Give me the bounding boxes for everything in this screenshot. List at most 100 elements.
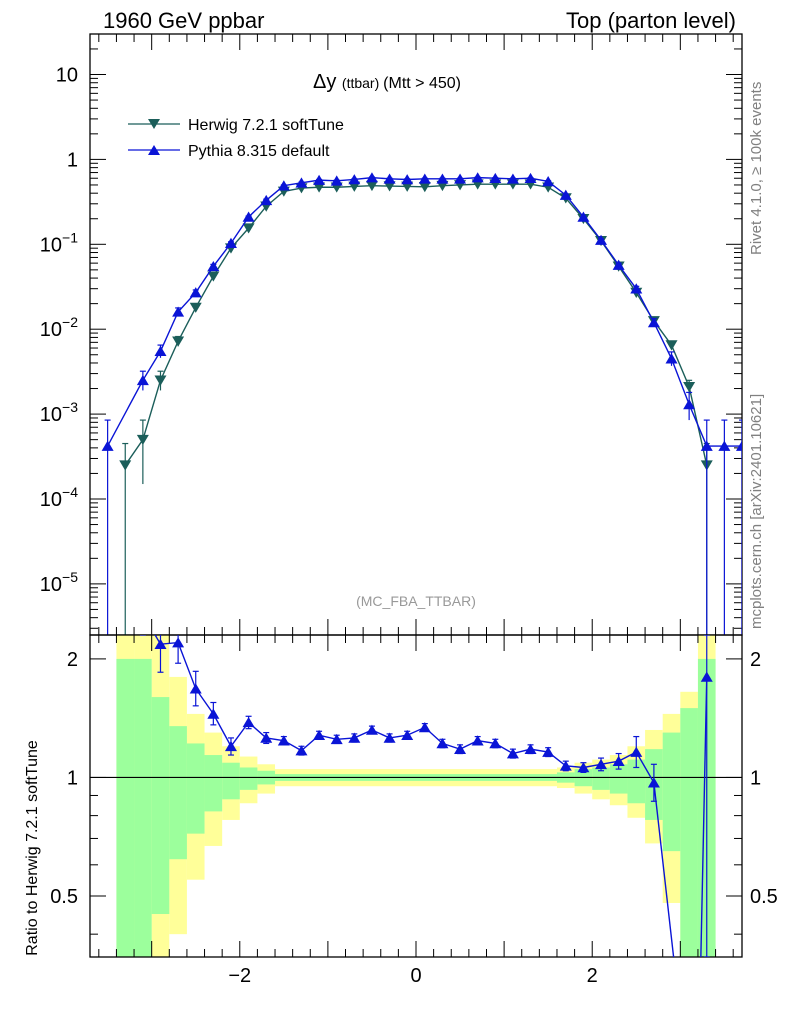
y-tick-label: 10−3 (40, 399, 78, 426)
ratio-marker (489, 738, 502, 749)
y-tick-label: 2 (67, 649, 78, 671)
legend-pythia-label: Pythia 8.315 default (188, 143, 330, 160)
pythia-marker (401, 174, 414, 185)
pythia-marker (365, 172, 378, 183)
green-band-bin (222, 762, 240, 800)
ratio-marker (471, 735, 484, 746)
pythia-marker (189, 287, 202, 298)
pythia-marker (101, 440, 114, 451)
herwig-marker (207, 271, 220, 282)
pythia-marker (436, 173, 449, 184)
herwig-marker (189, 302, 202, 313)
pythia-marker (665, 353, 678, 364)
pythia-marker (224, 237, 237, 249)
green-band-bin (680, 708, 698, 957)
y-tick-label: 10−1 (40, 229, 78, 256)
pythia-marker (242, 211, 255, 222)
pythia-marker (172, 306, 185, 317)
pythia-marker (718, 440, 731, 451)
y-tick-label: 10−4 (40, 484, 78, 511)
y-tick-label: 1 (750, 767, 761, 789)
pythia-marker (542, 176, 555, 187)
ratio-marker (612, 755, 625, 766)
ratio-marker (418, 721, 431, 733)
pythia-marker (454, 173, 467, 184)
ratio-marker (401, 729, 414, 741)
green-band-bin (239, 767, 258, 790)
herwig-series (119, 179, 713, 635)
ratio-marker (277, 735, 290, 746)
pythia-series (101, 172, 742, 635)
ratio-marker (454, 743, 467, 754)
ratio-marker (595, 758, 608, 770)
pythia-marker (154, 345, 167, 357)
legend-herwig-label: Herwig 7.2.1 softTune (188, 117, 344, 134)
y-tick-label: 10−2 (40, 314, 78, 341)
pythia-marker (736, 440, 742, 451)
ratio-marker (506, 748, 519, 759)
green-band-bin (151, 697, 170, 915)
legend-pythia-marker (148, 145, 160, 155)
herwig-marker (365, 180, 378, 192)
legend: Herwig 7.2.1 softTune Pythia 8.315 defau… (128, 117, 344, 160)
green-band-bin (169, 726, 187, 860)
ratio-marker (154, 638, 167, 649)
pythia-marker (559, 189, 572, 200)
pythia-marker (683, 399, 696, 410)
green-band-bin (592, 767, 610, 790)
ratio-marker (260, 732, 273, 743)
pythia-marker (207, 260, 220, 272)
ratio-marker (383, 732, 396, 743)
herwig-marker (119, 460, 132, 471)
y-tick-label: 2 (750, 649, 761, 671)
pythia-marker (348, 174, 361, 185)
pythia-line (107, 176, 742, 447)
pythia-marker (595, 234, 608, 245)
ratio-series (139, 635, 713, 957)
herwig-marker (665, 340, 678, 351)
ratio-y-axis-label: Ratio to Herwig 7.2.1 softTune (24, 740, 41, 956)
herwig-marker (154, 375, 167, 386)
ratio-line-drop (653, 782, 675, 957)
x-tick-label: −2 (228, 965, 251, 987)
green-band-bin (134, 658, 152, 957)
pythia-marker (630, 283, 643, 294)
pythia-marker (471, 172, 484, 183)
green-band-bin (627, 759, 646, 804)
pythia-marker (383, 173, 396, 184)
y-tick-label: 0.5 (750, 886, 778, 908)
ratio-marker (207, 708, 220, 719)
herwig-marker (383, 181, 396, 192)
y-tick-label: 0.5 (50, 886, 78, 908)
pythia-marker (330, 175, 343, 186)
pythia-marker (647, 317, 660, 328)
pythia-marker (136, 374, 149, 386)
herwig-marker (418, 182, 431, 193)
herwig-line (124, 183, 708, 466)
rivet-version-label: Rivet 4.1.0, ≥ 100k events (748, 82, 765, 255)
ratio-marker (647, 777, 660, 788)
main-panel: Δy (ttbar) (Mtt > 450) (MC_FBA_TTBAR) 10… (40, 33, 743, 636)
ratio-marker (436, 738, 449, 749)
ratio-marker (172, 637, 185, 648)
green-band-bin (116, 658, 135, 957)
ratio-marker (365, 724, 378, 735)
herwig-marker (136, 434, 149, 446)
y-tick-label: 10 (56, 65, 78, 87)
ratio-marker (542, 746, 555, 757)
ratio-marker (242, 716, 255, 728)
analysis-label: (MC_FBA_TTBAR) (356, 593, 476, 609)
green-band-bin (204, 755, 223, 812)
y-tick-label: 1 (67, 767, 78, 789)
ratio-marker (348, 732, 361, 743)
legend-herwig-marker (148, 119, 160, 129)
ratio-panel: −2 0 2 0.5 0.5 1 1 2 2 (50, 634, 778, 987)
pythia-marker (295, 177, 308, 188)
ratio-marker (524, 743, 537, 754)
x-tick-label: 2 (587, 965, 598, 987)
ratio-marker (577, 762, 590, 773)
x-tick-label: 0 (410, 965, 421, 987)
y-tick-label: 10−5 (40, 569, 78, 596)
pythia-marker (506, 173, 519, 184)
header-right: Top (parton level) (566, 8, 736, 33)
